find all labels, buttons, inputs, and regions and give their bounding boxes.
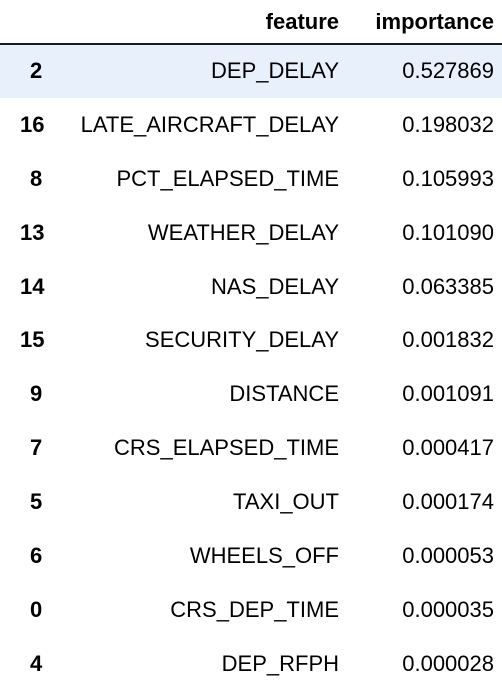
importance-cell: 0.101090 xyxy=(402,219,494,245)
feature-cell: DISTANCE xyxy=(229,381,339,407)
importance-cell: 0.105993 xyxy=(402,165,494,191)
row-index: 16 xyxy=(20,111,45,137)
row-index: 6 xyxy=(30,542,43,568)
importance-cell: 0.063385 xyxy=(402,273,494,299)
row-index: 4 xyxy=(30,650,43,676)
row-index: 15 xyxy=(20,327,45,353)
row-index: 7 xyxy=(30,435,43,461)
table-row: 15 SECURITY_DELAY 0.001832 xyxy=(0,313,502,367)
importance-cell: 0.527869 xyxy=(347,44,502,98)
row-index: 9 xyxy=(30,381,43,407)
table-row: 4 DEP_RFPH 0.000028 xyxy=(0,637,502,691)
feature-cell: WEATHER_DELAY xyxy=(147,219,339,245)
feature-cell: WHEELS_OFF xyxy=(189,542,339,568)
table-header: feature importance xyxy=(0,0,502,45)
importance-column-header: importance xyxy=(347,0,502,45)
feature-cell: TAXI_OUT xyxy=(233,489,339,515)
feature-cell: NAS_DELAY xyxy=(211,273,339,299)
importance-cell: 0.000053 xyxy=(402,542,494,568)
table-row: 0 CRS_DEP_TIME 0.000035 xyxy=(0,583,502,637)
table-body: 2 DEP_DELAY 0.527869 16 LATE_AIRCRAFT_DELAY 0… xyxy=(0,44,502,691)
feature-column-header: feature xyxy=(62,0,347,45)
row-index: 0 xyxy=(30,596,43,622)
importance-cell: 0.198032 xyxy=(402,111,494,137)
row-index: 2 xyxy=(0,44,62,98)
importance-cell: 0.000174 xyxy=(402,489,494,515)
importance-cell: 0.000028 xyxy=(402,650,494,676)
table-row: 5 TAXI_OUT 0.000174 xyxy=(0,475,502,529)
header-row: feature importance xyxy=(0,0,502,45)
table-row: 8 PCT_ELAPSED_TIME 0.105993 xyxy=(0,152,502,206)
table-row: 13 WEATHER_DELAY 0.101090 xyxy=(0,206,502,260)
index-column-header xyxy=(0,0,62,45)
table-row: 14 NAS_DELAY 0.063385 xyxy=(0,260,502,314)
row-index: 14 xyxy=(20,273,45,299)
row-index: 8 xyxy=(30,165,43,191)
table-row: 7 CRS_ELAPSED_TIME 0.000417 xyxy=(0,421,502,475)
table-row: 2 DEP_DELAY 0.527869 xyxy=(0,44,502,98)
importance-cell: 0.001832 xyxy=(402,327,494,353)
importance-cell: 0.001091 xyxy=(402,381,494,407)
table-row: 16 LATE_AIRCRAFT_DELAY 0.198032 xyxy=(0,98,502,152)
feature-cell: CRS_DEP_TIME xyxy=(170,596,339,622)
feature-cell: LATE_AIRCRAFT_DELAY xyxy=(80,111,339,137)
feature-cell: PCT_ELAPSED_TIME xyxy=(116,165,339,191)
feature-cell: DEP_DELAY xyxy=(62,44,347,98)
row-index: 5 xyxy=(30,489,43,515)
row-index: 13 xyxy=(20,219,45,245)
importance-cell: 0.000417 xyxy=(402,435,494,461)
table-row: 6 WHEELS_OFF 0.000053 xyxy=(0,529,502,583)
table-row: 9 DISTANCE 0.001091 xyxy=(0,367,502,421)
feature-cell: CRS_ELAPSED_TIME xyxy=(114,435,339,461)
feature-cell: DEP_RFPH xyxy=(221,650,339,676)
feature-cell: SECURITY_DELAY xyxy=(145,327,339,353)
importance-cell: 0.000035 xyxy=(402,596,494,622)
